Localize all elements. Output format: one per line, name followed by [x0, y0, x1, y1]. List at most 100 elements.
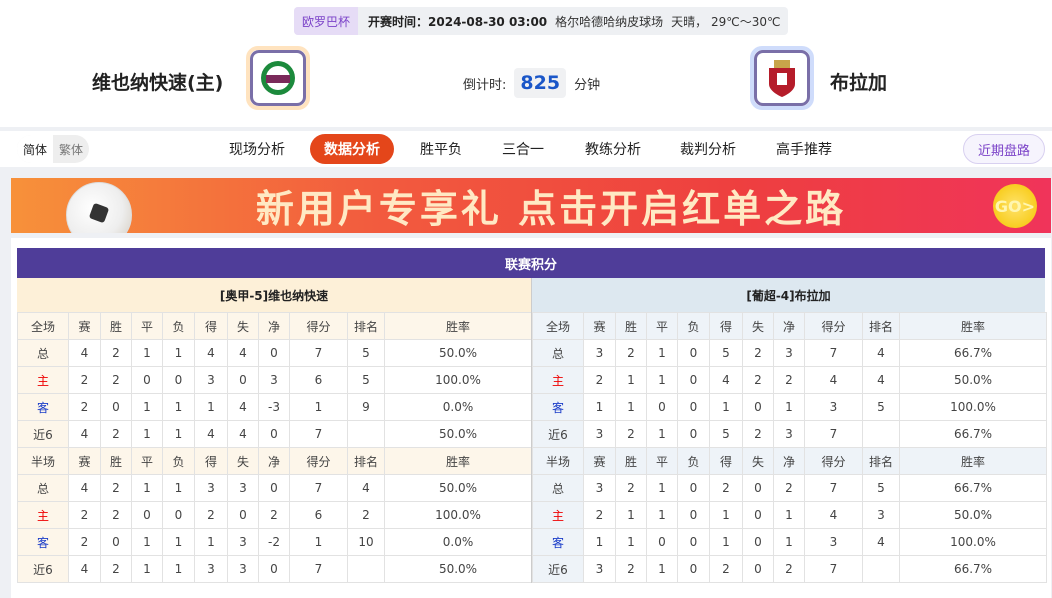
table-cell: 4 — [227, 393, 259, 421]
table-cell: 50.0% — [899, 501, 1047, 529]
table-cell: 50.0% — [384, 339, 532, 367]
row-label: 主 — [17, 501, 69, 529]
column-header: 得分 — [804, 312, 863, 340]
recent-odds-button[interactable]: 近期盘路 — [962, 134, 1045, 164]
table-cell: 7 — [804, 339, 863, 367]
language-toggle[interactable]: 简体 繁体 — [17, 135, 90, 163]
table-cell: 7 — [289, 474, 348, 502]
column-header: 平 — [646, 312, 678, 340]
go-button[interactable]: GO> — [993, 184, 1037, 228]
tab-expert-picks[interactable]: 高手推荐 — [776, 142, 832, 158]
table-cell: 1 — [646, 420, 678, 448]
countdown-label: 倒计时: — [463, 77, 507, 93]
table-cell: 3 — [862, 501, 900, 529]
table-cell: 0 — [258, 555, 290, 583]
row-label: 总 — [17, 474, 69, 502]
table-cell: 4 — [804, 366, 863, 394]
promo-banner[interactable]: 新用户专享礼 点击开启红单之路 GO> — [11, 178, 1051, 233]
column-header: 负 — [162, 447, 195, 475]
table-cell: 4 — [804, 501, 863, 529]
row-label: 主 — [532, 366, 584, 394]
table-cell: 0 — [100, 393, 132, 421]
weather: 天晴， 29℃～30℃ — [671, 14, 781, 29]
home-standings-team: [奥甲-5]维也纳快速 — [17, 278, 531, 312]
table-cell: 1 — [646, 474, 678, 502]
table-cell: 10 — [347, 528, 385, 556]
table-cell: 4 — [862, 339, 900, 367]
row-label: 总 — [532, 339, 584, 367]
away-team-logo[interactable] — [750, 46, 814, 110]
table-cell: 0 — [677, 339, 710, 367]
tab-data-analysis[interactable]: 数据分析 — [310, 134, 394, 164]
table-cell: 4 — [194, 339, 228, 367]
table-cell: 4 — [68, 474, 101, 502]
table-cell: 4 — [68, 339, 101, 367]
table-cell: 2 — [100, 366, 132, 394]
tab-win-draw-lose[interactable]: 胜平负 — [420, 142, 462, 158]
table-cell: 1 — [773, 393, 805, 421]
table-cell: 1 — [709, 501, 743, 529]
table-cell: 7 — [289, 420, 348, 448]
table-cell: 1 — [131, 528, 163, 556]
row-label: 近6 — [532, 420, 584, 448]
column-header: 负 — [162, 312, 195, 340]
table-row: 近6 4 2 1 1 4 4 0 7 50.0% — [17, 420, 532, 448]
table-cell: 2 — [347, 501, 385, 529]
table-cell: 0 — [646, 528, 678, 556]
column-header: 赛 — [583, 312, 616, 340]
table-cell: 100.0% — [384, 366, 532, 394]
table-cell: 1 — [615, 528, 647, 556]
home-standings: [奥甲-5]维也纳快速 全场赛胜平负得失净得分 排名 胜率总 4 2 1 1 4 4 0 7 5 50.… — [17, 278, 532, 583]
table-cell: 1 — [773, 528, 805, 556]
row-label: 近6 — [17, 555, 69, 583]
table-cell: 9 — [347, 393, 385, 421]
table-cell: 2 — [100, 501, 132, 529]
table-cell: -2 — [258, 528, 290, 556]
table-row: 客 1 1 0 0 1 0 1 3 5 100.0% — [532, 393, 1047, 421]
table-cell: 2 — [709, 474, 743, 502]
table-cell: 1 — [646, 366, 678, 394]
table-cell: 4 — [68, 555, 101, 583]
table-cell: 4 — [227, 420, 259, 448]
column-header: 失 — [227, 312, 259, 340]
home-team-logo[interactable] — [246, 46, 310, 110]
table-cell: 50.0% — [384, 420, 532, 448]
rapid-crest-icon — [261, 61, 295, 95]
table-cell: 2 — [773, 474, 805, 502]
column-header: 平 — [131, 312, 163, 340]
table-cell: 0 — [100, 528, 132, 556]
tab-coach-analysis[interactable]: 教练分析 — [585, 142, 641, 158]
table-cell: 2 — [100, 420, 132, 448]
tab-live-analysis[interactable]: 现场分析 — [229, 142, 285, 158]
lang-simplified[interactable]: 简体 — [17, 135, 54, 163]
table-cell: 5 — [862, 393, 900, 421]
table-cell: 1 — [646, 501, 678, 529]
away-team-name[interactable]: 布拉加 — [830, 72, 888, 94]
football-icon — [66, 182, 132, 233]
table-cell: 3 — [583, 555, 616, 583]
lang-traditional[interactable]: 繁体 — [59, 142, 84, 157]
table-cell: 1 — [131, 339, 163, 367]
table-cell: 0 — [742, 474, 774, 502]
tab-three-in-one[interactable]: 三合一 — [502, 142, 544, 158]
competition-badge[interactable]: 欧罗巴杯 — [294, 7, 359, 35]
column-header: 净 — [258, 312, 290, 340]
table-cell: -3 — [258, 393, 290, 421]
table-row: 总 4 2 1 1 3 3 0 7 4 50.0% — [17, 474, 532, 502]
table-cell: 1 — [615, 366, 647, 394]
table-cell: 1 — [194, 393, 228, 421]
table-row: 客 2 0 1 1 1 3 -2 1 10 0.0% — [17, 528, 532, 556]
tab-referee-analysis[interactable]: 裁判分析 — [680, 142, 736, 158]
table-row: 近6 3 2 1 0 2 0 2 7 66.7% — [532, 555, 1047, 583]
column-header: 得 — [709, 447, 743, 475]
home-standings-table: 全场赛胜平负得失净得分 排名 胜率总 4 2 1 1 4 4 0 7 5 50.0% 主 2 2 0 0 3 0 3 6 5… — [17, 312, 532, 583]
table-row: 主 2 2 0 0 3 0 3 6 5 100.0% — [17, 366, 532, 394]
home-team-name[interactable]: 维也纳快速(主) — [92, 72, 224, 94]
column-header: 半场 — [532, 447, 584, 475]
table-cell: 0 — [742, 501, 774, 529]
table-cell: 3 — [773, 339, 805, 367]
table-cell: 0 — [677, 366, 710, 394]
table-cell: 0 — [677, 420, 710, 448]
column-header: 排名 — [347, 447, 385, 475]
column-header: 排名 — [862, 312, 900, 340]
